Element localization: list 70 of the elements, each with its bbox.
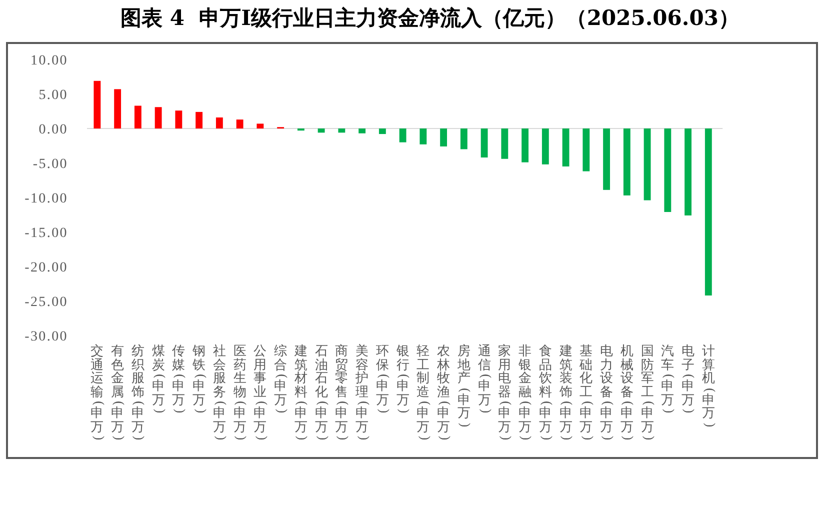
x-tick-label: 环保(申万) bbox=[375, 344, 390, 414]
y-tick-label: 5.00 bbox=[38, 88, 68, 103]
bar bbox=[236, 120, 244, 128]
x-tick-label: 食品饮料(申万) bbox=[538, 344, 554, 441]
bar bbox=[644, 128, 651, 200]
x-tick-label: 传媒(申万) bbox=[172, 344, 187, 414]
bar bbox=[420, 128, 427, 144]
bar bbox=[94, 80, 101, 128]
x-tick-label: 综合(申万) bbox=[274, 344, 289, 414]
bar bbox=[480, 128, 488, 158]
x-tick-label: 银行(申万) bbox=[396, 344, 411, 414]
bar bbox=[623, 128, 630, 196]
bar bbox=[154, 107, 162, 128]
bar bbox=[399, 128, 406, 142]
bar bbox=[542, 128, 549, 164]
x-tick-label: 家用电器(申万) bbox=[498, 344, 513, 441]
x-tick-label: 计算机(申万) bbox=[701, 344, 716, 428]
x-tick-label: 非银金融(申万) bbox=[518, 344, 534, 441]
x-tick-label: 汽车(申万) bbox=[660, 344, 676, 414]
x-tick-label: 医药生物(申万) bbox=[232, 344, 248, 441]
bar bbox=[256, 124, 264, 128]
x-tick-label: 轻工制造(申万) bbox=[416, 344, 432, 441]
bar bbox=[664, 128, 672, 212]
y-tick-label: 10.00 bbox=[30, 54, 68, 68]
x-tick-label: 石油石化(申万) bbox=[314, 344, 330, 441]
y-tick-label: -30.00 bbox=[24, 330, 68, 344]
bar bbox=[582, 128, 590, 172]
bar bbox=[134, 106, 142, 128]
bar bbox=[460, 128, 468, 150]
x-tick-label: 电力设备(申万) bbox=[600, 344, 615, 441]
bar bbox=[216, 117, 223, 128]
x-tick-label: 商贸零售(申万) bbox=[334, 344, 350, 441]
x-tick-label: 基础化工(申万) bbox=[579, 344, 594, 441]
x-tick-label: 煤炭(申万) bbox=[151, 344, 166, 414]
bar bbox=[684, 128, 692, 216]
bar bbox=[501, 128, 508, 159]
x-tick-label: 纺织服饰(申万) bbox=[130, 344, 146, 441]
x-tick-label: 钢铁(申万) bbox=[192, 344, 208, 414]
chart-title: 图表 4 申万Ⅰ级行业日主力资金净流入（亿元）（2025.06.03） bbox=[120, 5, 740, 31]
bar bbox=[562, 128, 570, 166]
x-tick-label: 电子(申万) bbox=[681, 344, 696, 414]
x-tick-label: 建筑装饰(申万) bbox=[558, 344, 574, 441]
bar bbox=[378, 128, 386, 134]
x-tick-label: 房地产(申万) bbox=[456, 344, 472, 428]
x-tick-label: 社会服务(申万) bbox=[212, 344, 228, 441]
bar bbox=[196, 112, 203, 128]
x-tick-label: 农林牧渔(申万) bbox=[436, 344, 452, 441]
bar bbox=[704, 128, 712, 296]
x-tick-label: 有色金属(申万) bbox=[110, 344, 126, 441]
bar bbox=[114, 89, 122, 128]
bar bbox=[440, 128, 448, 146]
bar bbox=[358, 128, 366, 134]
bar bbox=[175, 110, 182, 128]
x-tick-label: 交通运输(申万) bbox=[90, 344, 106, 441]
x-tick-label: 公用事业(申万) bbox=[253, 344, 268, 441]
bar bbox=[318, 128, 325, 133]
x-tick-label: 国防军工(申万) bbox=[640, 344, 656, 441]
bar bbox=[338, 128, 346, 133]
y-tick-label: -15.00 bbox=[24, 226, 68, 241]
bar bbox=[522, 128, 529, 162]
y-tick-label: -25.00 bbox=[24, 295, 68, 310]
y-tick-label: 0.00 bbox=[38, 122, 68, 138]
y-tick-label: -5.00 bbox=[32, 157, 68, 172]
y-tick-label: -10.00 bbox=[24, 192, 68, 206]
x-tick-label: 机械设备(申万) bbox=[620, 344, 635, 441]
x-tick-label: 美容护理(申万) bbox=[355, 344, 370, 441]
y-tick-label: -20.00 bbox=[24, 260, 68, 276]
bar bbox=[603, 128, 610, 190]
x-tick-label: 通信(申万) bbox=[477, 344, 492, 414]
x-tick-label: 建筑材料(申万) bbox=[294, 344, 309, 441]
